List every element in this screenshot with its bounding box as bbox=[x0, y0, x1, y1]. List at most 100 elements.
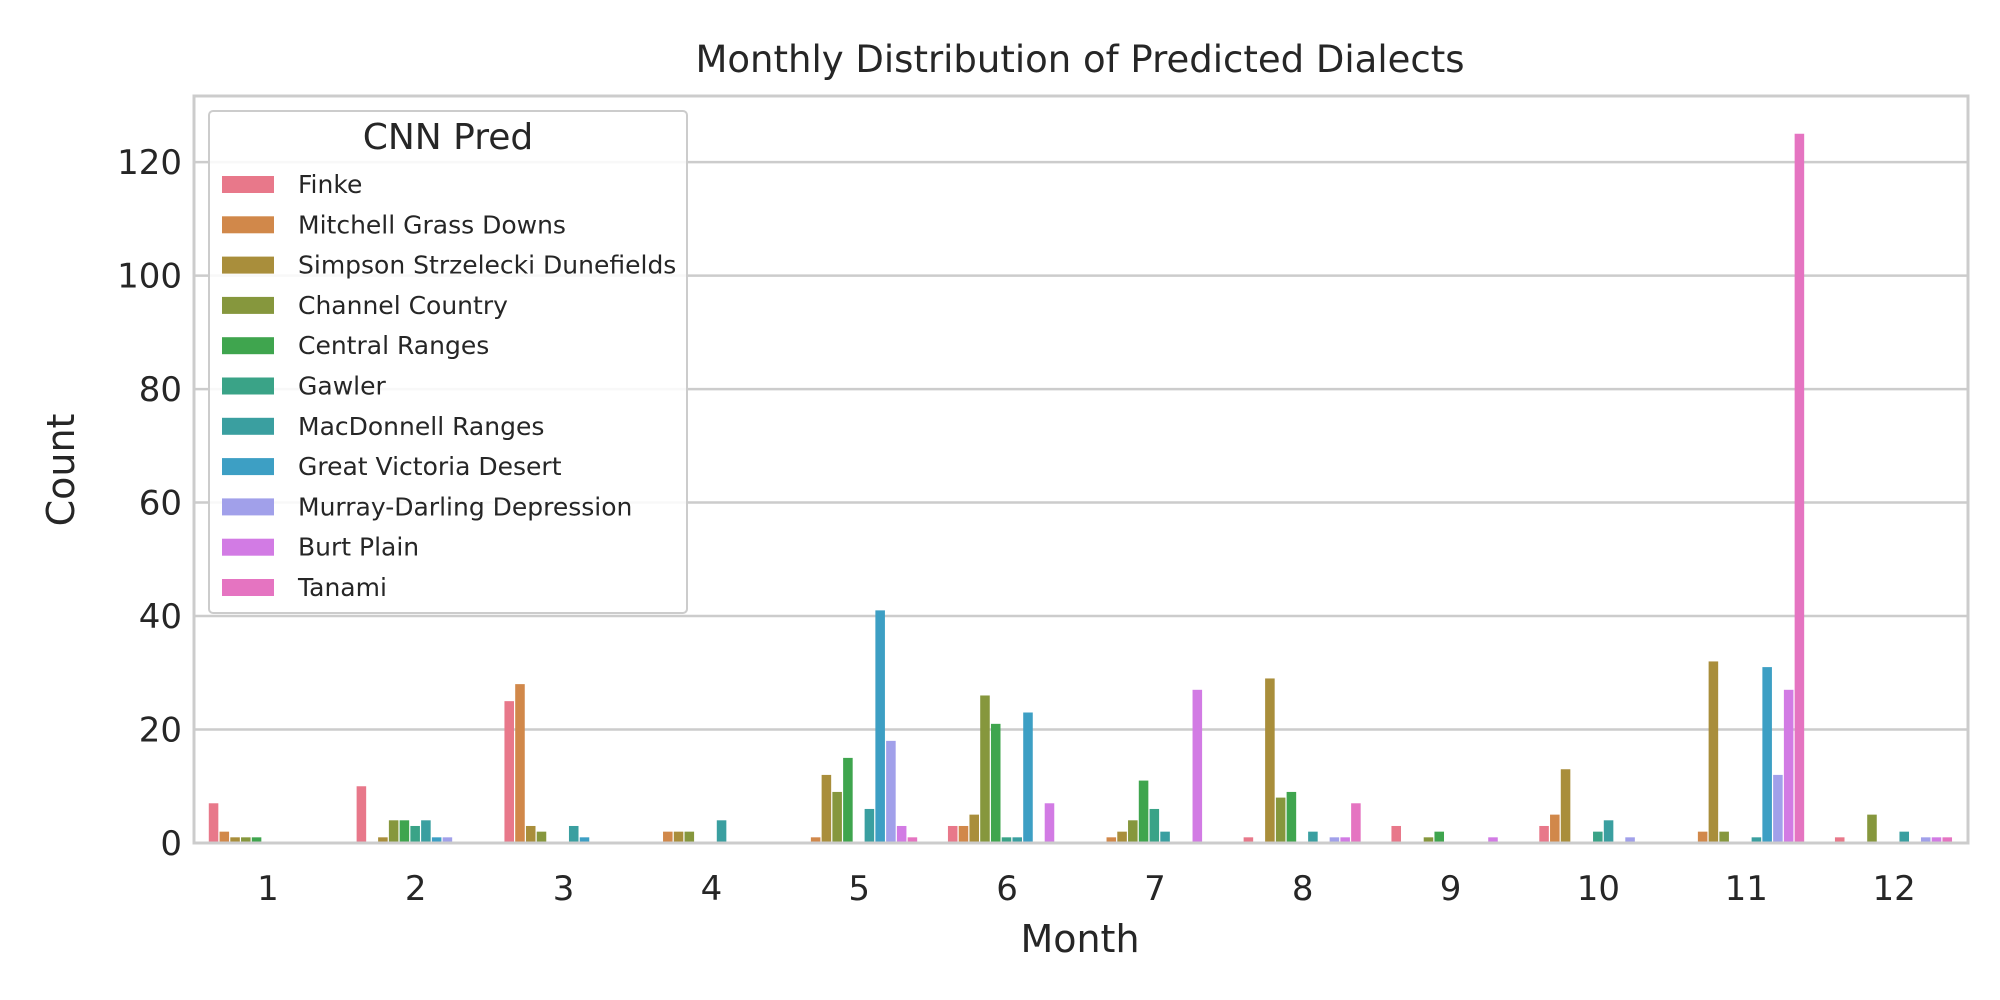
bar bbox=[1044, 803, 1055, 843]
chart-title: Monthly Distribution of Predicted Dialec… bbox=[695, 38, 1464, 81]
bar bbox=[399, 820, 410, 843]
legend-items: Finke Mitchell Grass Downs Simpson Strzele… bbox=[222, 170, 676, 602]
x-tick-label: 3 bbox=[553, 869, 575, 909]
plot-frame bbox=[192, 94, 1970, 845]
bar bbox=[832, 791, 842, 843]
bar bbox=[896, 825, 907, 843]
bar bbox=[431, 837, 442, 843]
bar bbox=[1708, 661, 1719, 843]
legend-label: Tanami bbox=[297, 573, 387, 602]
bar bbox=[1719, 831, 1729, 843]
bar bbox=[1340, 837, 1350, 843]
x-tick-label: 1 bbox=[257, 869, 279, 909]
bar bbox=[1834, 837, 1845, 843]
bar bbox=[1899, 831, 1910, 843]
x-tick-label: 2 bbox=[405, 869, 427, 909]
bar bbox=[1138, 780, 1149, 843]
legend-swatch bbox=[222, 458, 274, 476]
bar bbox=[1434, 831, 1445, 843]
y-tick-label: 100 bbox=[117, 257, 182, 297]
legend-swatch bbox=[222, 417, 274, 435]
bar bbox=[1351, 803, 1361, 843]
y-tick-label: 40 bbox=[139, 597, 182, 637]
bar bbox=[1560, 769, 1571, 843]
bar bbox=[1275, 797, 1286, 843]
bar bbox=[504, 701, 515, 843]
y-tick-label: 120 bbox=[117, 143, 182, 183]
bar bbox=[579, 837, 590, 843]
bar bbox=[886, 740, 896, 843]
bar bbox=[1308, 831, 1318, 843]
bar bbox=[1920, 837, 1931, 843]
bar bbox=[208, 803, 219, 843]
legend-swatch bbox=[222, 579, 274, 596]
bar bbox=[875, 610, 885, 843]
legend-label: Great Victoria Desert bbox=[298, 452, 562, 481]
legend-box bbox=[208, 110, 688, 614]
y-tick-label: 20 bbox=[139, 711, 182, 751]
bar bbox=[810, 837, 821, 843]
legend-swatch bbox=[222, 538, 274, 556]
bar bbox=[1160, 831, 1170, 843]
bar bbox=[1867, 814, 1877, 843]
x-tick-label: 9 bbox=[1440, 869, 1462, 909]
bar bbox=[1149, 808, 1160, 843]
x-tick-label: 4 bbox=[701, 869, 723, 909]
bar bbox=[1550, 814, 1560, 843]
bar bbox=[1773, 774, 1783, 843]
bar bbox=[1931, 837, 1942, 843]
legend-label: Mitchell Grass Downs bbox=[298, 210, 566, 239]
legend-label: Murray-Darling Depression bbox=[298, 492, 632, 521]
bar bbox=[515, 684, 525, 843]
legend-label: Finke bbox=[298, 170, 362, 199]
legend-swatch bbox=[222, 296, 274, 314]
bar bbox=[969, 814, 980, 843]
y-tick-label: 0 bbox=[160, 824, 182, 864]
x-tick-label: 11 bbox=[1725, 869, 1768, 909]
bar bbox=[1128, 820, 1138, 843]
bar bbox=[980, 695, 990, 843]
bar bbox=[230, 837, 240, 843]
bar bbox=[525, 825, 536, 843]
bar bbox=[1942, 837, 1953, 843]
bar bbox=[821, 774, 832, 843]
x-tick-label: 6 bbox=[996, 869, 1018, 909]
legend-swatch bbox=[222, 337, 274, 355]
legend-swatch bbox=[222, 216, 274, 234]
bar bbox=[536, 831, 547, 843]
legend-title: CNN Pred bbox=[363, 117, 534, 158]
bars bbox=[208, 133, 1953, 843]
bar bbox=[1117, 831, 1127, 843]
bar bbox=[958, 825, 969, 843]
legend-label: Channel Country bbox=[298, 291, 508, 320]
bar bbox=[990, 723, 1001, 843]
bar bbox=[684, 831, 695, 843]
legend-swatch bbox=[222, 176, 274, 193]
legend-label: Simpson Strzelecki Dunefields bbox=[298, 251, 676, 280]
x-tick-label: 5 bbox=[848, 869, 870, 909]
bar bbox=[356, 786, 367, 843]
bar bbox=[388, 820, 399, 843]
x-tick-label: 7 bbox=[1144, 869, 1166, 909]
x-axis-label: Month bbox=[1020, 917, 1139, 961]
bar bbox=[241, 837, 251, 843]
x-tick-label: 10 bbox=[1577, 869, 1620, 909]
bar bbox=[1783, 689, 1794, 843]
bar bbox=[1192, 689, 1203, 843]
legend-label: Central Ranges bbox=[298, 331, 489, 360]
bar bbox=[378, 837, 388, 843]
bar bbox=[1023, 712, 1033, 843]
bar bbox=[1751, 837, 1762, 843]
bar bbox=[1106, 837, 1117, 843]
x-tick-labels: 1 2 3 4 5 6 7 8 9 10 11 12 bbox=[257, 869, 1916, 909]
bar bbox=[568, 825, 579, 843]
bar bbox=[1762, 667, 1772, 843]
bar bbox=[1001, 837, 1012, 843]
bar bbox=[1012, 837, 1023, 843]
bar bbox=[864, 808, 875, 843]
legend-label: MacDonnell Ranges bbox=[298, 412, 544, 441]
legend-swatch bbox=[222, 256, 274, 274]
bar bbox=[1593, 831, 1603, 843]
bar bbox=[1625, 837, 1635, 843]
bar bbox=[1423, 837, 1434, 843]
